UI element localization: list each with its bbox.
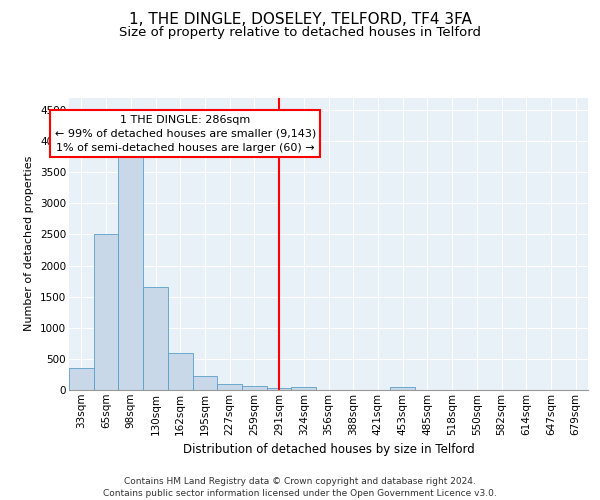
Text: Size of property relative to detached houses in Telford: Size of property relative to detached ho… bbox=[119, 26, 481, 39]
Bar bbox=[143, 288, 168, 390]
Text: 1 THE DINGLE: 286sqm
← 99% of detached houses are smaller (9,143)
1% of semi-det: 1 THE DINGLE: 286sqm ← 99% of detached h… bbox=[55, 115, 316, 153]
X-axis label: Distribution of detached houses by size in Telford: Distribution of detached houses by size … bbox=[182, 443, 475, 456]
Bar bbox=[390, 387, 415, 390]
Bar bbox=[94, 234, 118, 390]
Bar bbox=[267, 388, 292, 390]
Y-axis label: Number of detached properties: Number of detached properties bbox=[25, 156, 34, 332]
Bar bbox=[118, 156, 143, 390]
Bar bbox=[168, 352, 193, 390]
Bar bbox=[193, 376, 217, 390]
Bar bbox=[242, 386, 267, 390]
Bar bbox=[69, 368, 94, 390]
Bar bbox=[217, 384, 242, 390]
Text: Contains HM Land Registry data © Crown copyright and database right 2024.
Contai: Contains HM Land Registry data © Crown c… bbox=[103, 476, 497, 498]
Text: 1, THE DINGLE, DOSELEY, TELFORD, TF4 3FA: 1, THE DINGLE, DOSELEY, TELFORD, TF4 3FA bbox=[128, 12, 472, 28]
Bar bbox=[292, 387, 316, 390]
